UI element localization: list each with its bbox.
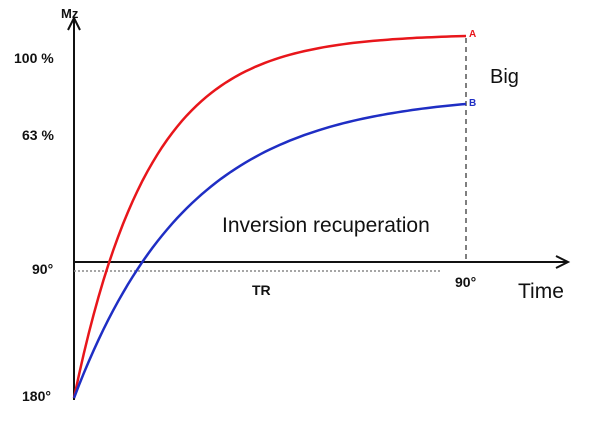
- y-axis-label: Mz: [61, 6, 79, 21]
- label-inversion-recuperation: Inversion recuperation: [222, 214, 430, 237]
- label-90-degrees-left: 90°: [32, 261, 54, 277]
- label-63-percent: 63 %: [22, 127, 54, 143]
- label-100-percent: 100 %: [14, 50, 54, 66]
- x-axis-arrowhead: [555, 255, 571, 269]
- curve-b: [72, 102, 467, 399]
- label-180-degrees: 180°: [22, 388, 51, 404]
- label-curve-a: A: [469, 29, 477, 40]
- label-curve-b: B: [469, 98, 477, 109]
- label-tr: TR: [252, 282, 271, 298]
- label-big: Big: [490, 66, 519, 88]
- curve-a: [72, 34, 467, 399]
- label-90-degrees-bottom: 90°: [455, 274, 477, 290]
- y-axis-arrowhead: [67, 15, 81, 31]
- time-axis-label: Time: [518, 280, 564, 303]
